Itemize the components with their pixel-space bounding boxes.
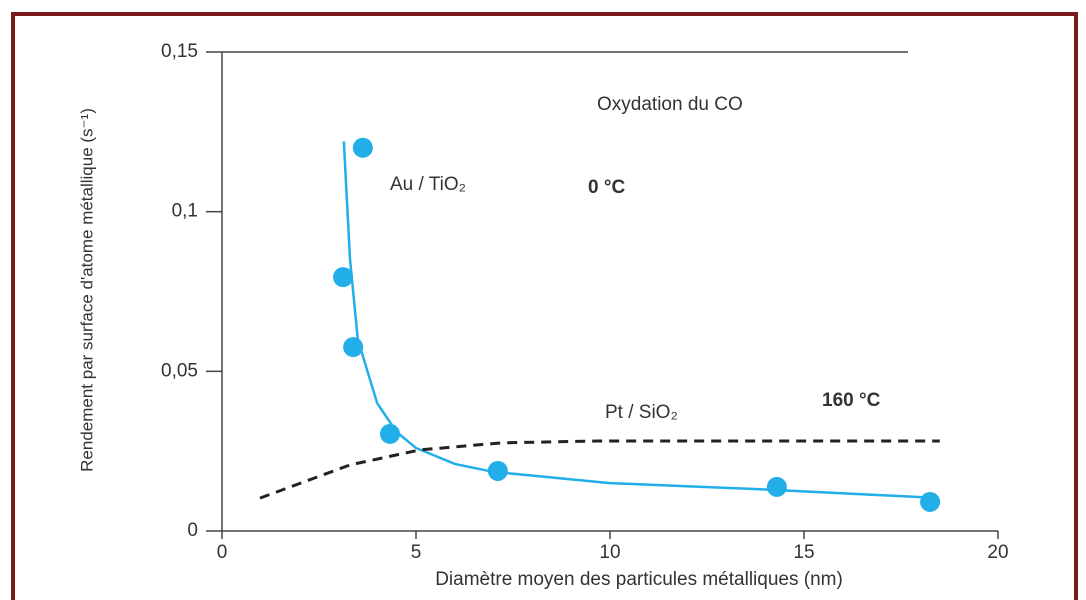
y-tick-label: 0,15 [161, 41, 198, 62]
series-label: Au / TiO₂ [390, 174, 466, 195]
x-axis-label: Diamètre moyen des particules métallique… [435, 569, 843, 590]
annotation: Oxydation du CO [597, 94, 743, 115]
fit-curve [342, 141, 929, 499]
x-tick-label: 5 [411, 542, 422, 563]
frame [11, 12, 1078, 600]
data-point [766, 476, 787, 497]
series-label: Pt / SiO₂ [605, 402, 678, 423]
x-tick-label: 20 [987, 542, 1008, 563]
annotation: 160 °C [822, 390, 881, 411]
y-axis-label: Rendement par surface d'atome métallique… [77, 108, 96, 472]
data-point [352, 137, 373, 158]
annotation: 0 °C [588, 177, 625, 198]
frame-gap [905, 0, 1086, 12]
y-tick-label: 0 [187, 520, 198, 541]
x-tick-label: 15 [793, 542, 814, 563]
data-point [333, 267, 354, 288]
x-tick-label: 10 [599, 542, 620, 563]
data-point [920, 491, 941, 512]
y-tick-label: 0,1 [172, 201, 198, 222]
dashed-curve [259, 439, 940, 500]
data-point [487, 460, 508, 481]
y-tick-label: 0,05 [161, 360, 198, 381]
x-tick-label: 0 [217, 542, 228, 563]
